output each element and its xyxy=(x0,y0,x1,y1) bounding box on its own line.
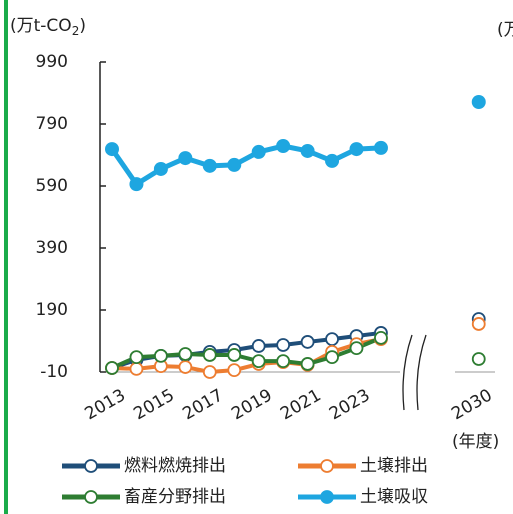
x-tick-label: 2013 xyxy=(82,385,129,424)
data-point xyxy=(178,151,193,166)
data-point xyxy=(300,143,315,158)
legend-marker xyxy=(84,490,98,504)
x-tick-label: 2021 xyxy=(277,385,324,424)
y-label-sub: 2 xyxy=(72,24,80,38)
data-point xyxy=(276,338,291,352)
data-point xyxy=(251,144,266,159)
data-point xyxy=(105,142,119,157)
data-point xyxy=(129,350,144,365)
y-tick-label: 990 xyxy=(36,52,68,72)
data-point xyxy=(300,357,315,371)
data-point xyxy=(471,317,486,331)
x-tick-label: 2023 xyxy=(326,385,373,424)
legend-label: 畜産分野排出 xyxy=(124,487,226,507)
accent-bar xyxy=(4,0,8,514)
data-point xyxy=(202,158,217,173)
data-point xyxy=(349,341,364,356)
x-tick-label: 2017 xyxy=(179,385,226,424)
data-point xyxy=(202,365,217,379)
data-point xyxy=(373,140,388,155)
y-tick-label: 790 xyxy=(36,114,68,134)
data-point xyxy=(300,335,315,349)
y-label-main: (万t-CO xyxy=(10,16,72,36)
data-point xyxy=(178,347,193,361)
data-point xyxy=(227,348,242,362)
data-point xyxy=(227,363,242,378)
legend-marker xyxy=(320,459,334,473)
data-point xyxy=(202,348,217,362)
y-tick-label: 390 xyxy=(36,238,68,258)
y-axis-label: (万t-CO2) xyxy=(10,16,86,38)
data-point xyxy=(153,161,168,176)
data-point xyxy=(105,361,119,375)
data-point xyxy=(471,94,486,109)
data-point xyxy=(276,354,291,369)
data-point xyxy=(325,332,339,347)
axis-break xyxy=(402,334,427,411)
x-tick-label: 2019 xyxy=(228,385,275,424)
data-point xyxy=(471,352,486,366)
legend-marker xyxy=(320,490,334,504)
x-tick-label: 2015 xyxy=(130,385,177,424)
x-unit: (年度) xyxy=(452,432,499,452)
legend-marker xyxy=(84,459,98,473)
data-point xyxy=(349,142,364,157)
data-point xyxy=(374,330,388,345)
data-point xyxy=(276,139,291,154)
data-point xyxy=(325,153,340,168)
data-point xyxy=(227,157,242,172)
y-label-end: ) xyxy=(79,16,86,36)
data-point xyxy=(251,354,266,369)
y-tick-label: 190 xyxy=(36,300,68,320)
legend-label: 土壌排出 xyxy=(360,456,428,476)
x-tick-label: 2030 xyxy=(448,385,495,424)
data-point xyxy=(178,360,193,374)
data-point xyxy=(153,348,168,363)
data-point xyxy=(251,339,266,353)
data-point xyxy=(129,361,144,376)
legend-label: 燃料燃焼排出 xyxy=(124,456,226,476)
legend-label: 土壌吸収 xyxy=(360,487,428,507)
right-label: (万 xyxy=(497,20,513,40)
data-point xyxy=(129,177,144,192)
data-point xyxy=(325,350,339,365)
y-tick-label: -10 xyxy=(40,362,68,382)
y-tick-label: 590 xyxy=(36,176,68,196)
